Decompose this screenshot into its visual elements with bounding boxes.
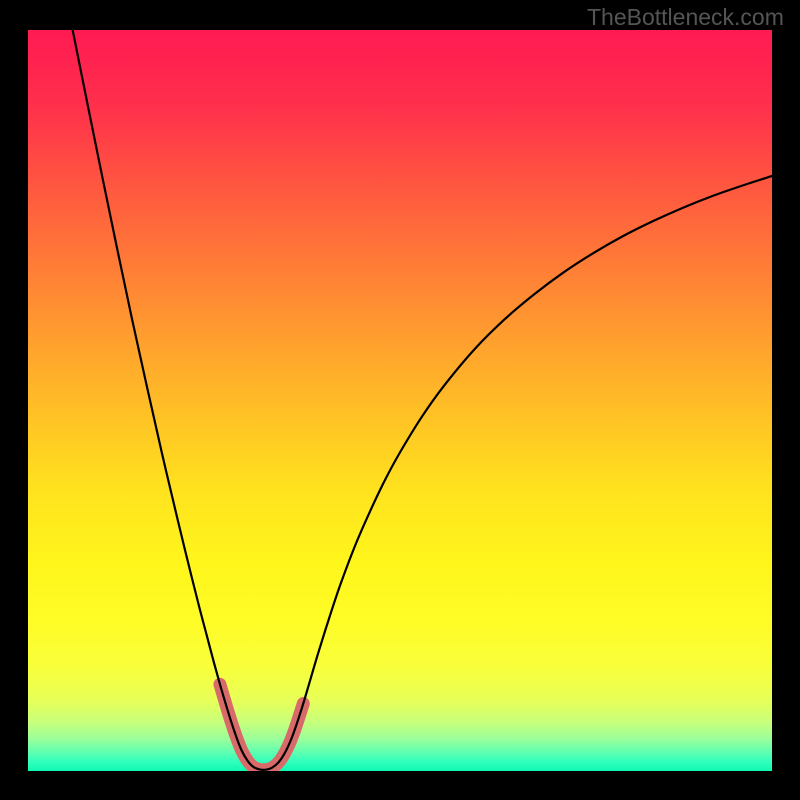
chart-plot-area bbox=[28, 30, 772, 771]
chart-frame bbox=[26, 28, 774, 773]
watermark-text: TheBottleneck.com bbox=[587, 4, 784, 31]
chart-background bbox=[28, 30, 772, 771]
chart-svg bbox=[28, 30, 772, 771]
